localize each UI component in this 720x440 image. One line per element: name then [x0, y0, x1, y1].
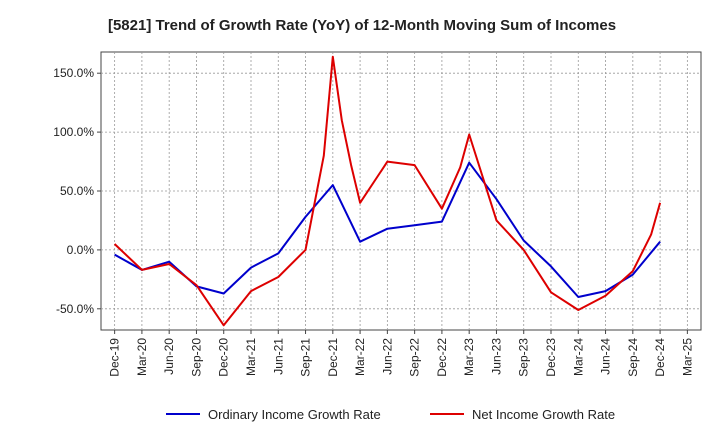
series-line-net-income — [113, 55, 662, 327]
x-tick-label: Sep-21 — [299, 338, 313, 377]
series-line-ordinary-income — [114, 161, 661, 298]
x-tick-label: Sep-23 — [517, 338, 531, 377]
y-tick-label: -50.0% — [56, 302, 94, 316]
x-tick-label: Mar-20 — [135, 338, 149, 376]
x-tick-label: Jun-21 — [271, 338, 285, 375]
y-tick-label: 50.0% — [60, 184, 94, 198]
x-tick-label: Dec-20 — [217, 338, 231, 377]
x-tick-label: Sep-20 — [189, 338, 203, 377]
x-tick-label: Mar-23 — [462, 338, 476, 376]
y-tick-label: 150.0% — [53, 66, 94, 80]
x-tick-label: Sep-24 — [626, 338, 640, 377]
x-tick-label: Dec-21 — [326, 338, 340, 377]
x-tick-label: Jun-20 — [162, 338, 176, 375]
x-tick-label: Mar-25 — [680, 338, 694, 376]
x-tick-label: Dec-23 — [544, 338, 558, 377]
plot-area: Dec-19 Mar-20 Jun-20 Sep-20 Dec-20 Mar-21 Jun-… — [53, 51, 702, 377]
x-tick-label: Jun-24 — [599, 338, 613, 375]
legend: Ordinary Income Growth Rate Net Income Gr… — [166, 407, 615, 422]
y-tick-label: 0.0% — [67, 243, 95, 257]
x-tick-label: Mar-21 — [244, 338, 258, 376]
x-tick-label: Mar-24 — [571, 338, 585, 376]
chart-title: [5821] Trend of Growth Rate (YoY) of 12-… — [108, 17, 616, 34]
x-tick-label: Sep-22 — [408, 338, 422, 377]
y-tick-label: 100.0% — [53, 125, 94, 139]
x-tick-label: Jun-23 — [489, 338, 503, 375]
legend-label: Ordinary Income Growth Rate — [208, 407, 381, 422]
x-tick-label: Jun-22 — [380, 338, 394, 375]
legend-label: Net Income Growth Rate — [472, 407, 615, 422]
x-tick-label: Dec-22 — [435, 338, 449, 377]
x-tick-label: Dec-24 — [653, 338, 667, 377]
x-tick-label: Mar-22 — [353, 338, 367, 376]
x-tick-label: Dec-19 — [108, 338, 122, 377]
